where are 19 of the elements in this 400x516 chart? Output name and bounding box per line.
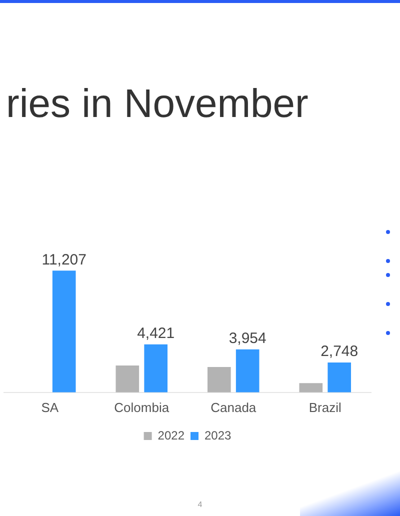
bar — [299, 383, 323, 392]
bar — [116, 365, 140, 392]
x-tick-label: Colombia — [114, 400, 170, 415]
text: 4 — [196, 500, 204, 509]
data-label: 2,748 — [320, 343, 358, 360]
x-tick-label: SA — [41, 400, 59, 415]
bar — [52, 270, 76, 392]
bar — [144, 344, 168, 392]
legend-label: 2023 — [204, 428, 232, 442]
x-tick-label: Brazil — [308, 400, 342, 415]
chart-title: ries in November — [6, 82, 308, 127]
bar — [207, 366, 231, 392]
data-label: 11,207 — [42, 251, 86, 268]
data-label: 4,421 — [137, 325, 175, 342]
legend-label: 2022 — [158, 428, 185, 442]
bar — [236, 349, 260, 392]
x-tick-label: Canada — [210, 400, 257, 415]
data-label: 3,954 — [228, 330, 266, 348]
bar — [328, 362, 352, 392]
